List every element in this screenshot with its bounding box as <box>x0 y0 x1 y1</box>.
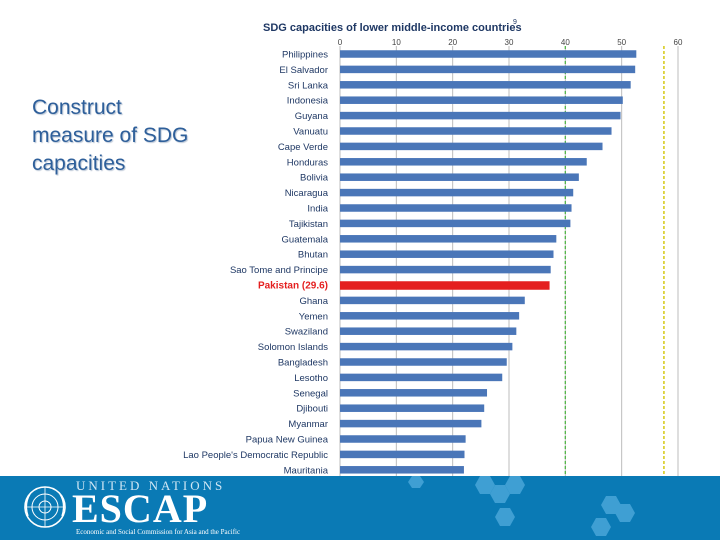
sdg-capacity-chart: SDG capacities of lower middle-income co… <box>183 19 683 476</box>
category-label: El Salvador <box>279 65 328 76</box>
bar <box>340 265 551 274</box>
category-label: Lesotho <box>294 373 328 384</box>
category-label: Bangladesh <box>278 358 328 369</box>
category-label: Lao People's Democratic Republic <box>183 450 328 461</box>
category-label: Myanmar <box>288 419 328 430</box>
x-tick-label: 50 <box>617 38 626 47</box>
x-tick-label: 40 <box>561 38 570 47</box>
bar <box>340 404 485 412</box>
bar <box>340 235 557 243</box>
bar <box>340 466 464 474</box>
bar <box>340 450 465 459</box>
bar <box>340 142 603 151</box>
headline-line-3: capacities <box>32 152 126 175</box>
category-label: Nicaragua <box>285 188 329 199</box>
bar <box>340 250 554 258</box>
category-label: Guyana <box>295 111 329 122</box>
category-label: Ghana <box>299 296 328 307</box>
x-tick-label: 30 <box>505 38 514 47</box>
bar <box>340 50 637 58</box>
bar <box>340 419 482 428</box>
escap-footer: UNITED NATIONS ESCAP Economic and Social… <box>0 476 720 540</box>
bar <box>340 219 571 228</box>
category-label: Mauritania <box>284 465 329 476</box>
headline-line-2: measure of SDG <box>32 124 189 147</box>
category-label: Bolivia <box>300 173 329 184</box>
category-label: Swaziland <box>285 327 328 338</box>
x-tick-label: 20 <box>448 38 457 47</box>
bar <box>340 188 574 197</box>
bar <box>340 435 466 443</box>
category-label: Bhutan <box>298 250 328 261</box>
category-label: Honduras <box>287 157 328 168</box>
bar <box>340 173 579 181</box>
x-tick-label: 60 <box>674 38 683 47</box>
category-label: India <box>307 204 328 215</box>
bar <box>340 96 623 104</box>
org-name-logo: ESCAP <box>72 486 209 531</box>
org-subtitle: Economic and Social Commission for Asia … <box>76 528 241 536</box>
category-label: Yemen <box>299 311 328 322</box>
bar <box>340 327 517 335</box>
category-label: Cape Verde <box>278 142 328 153</box>
slide-headline: Construct measure of SDG capacities <box>32 94 232 178</box>
bar <box>340 111 621 120</box>
bar <box>340 389 488 397</box>
bar <box>340 358 507 366</box>
headline-line-1: Construct <box>32 96 122 119</box>
category-label: Sao Tome and Principe <box>230 265 328 276</box>
bar <box>340 204 572 212</box>
category-label-highlight: Pakistan (29.6) <box>258 281 328 292</box>
category-label: Solomon Islands <box>258 342 328 353</box>
chart-title: SDG capacities of lower middle-income co… <box>263 22 522 34</box>
category-label: Sri Lanka <box>288 80 329 91</box>
category-label: Papua New Guinea <box>246 435 329 446</box>
category-label: Senegal <box>293 388 328 399</box>
hexagon-pattern-decoration <box>408 476 635 536</box>
category-label: Philippines <box>282 50 328 61</box>
category-label: Vanuatu <box>293 127 328 138</box>
bar-highlight <box>340 281 550 290</box>
x-tick-label: 0 <box>338 38 343 47</box>
bar <box>340 81 631 89</box>
bar <box>340 65 636 74</box>
category-label: Tajikistan <box>289 219 328 230</box>
bar <box>340 158 587 166</box>
category-label: Indonesia <box>287 96 329 107</box>
chart-title-marker: 9 <box>513 19 517 26</box>
un-emblem-icon <box>24 486 66 528</box>
bar <box>340 127 612 135</box>
bar <box>340 342 513 351</box>
bar <box>340 373 503 382</box>
category-label: Djibouti <box>296 404 328 415</box>
bar <box>340 296 525 305</box>
x-tick-label: 10 <box>392 38 401 47</box>
bar <box>340 312 520 320</box>
category-label: Guatemala <box>282 234 329 245</box>
org-top-label: UNITED NATIONS <box>76 478 226 493</box>
